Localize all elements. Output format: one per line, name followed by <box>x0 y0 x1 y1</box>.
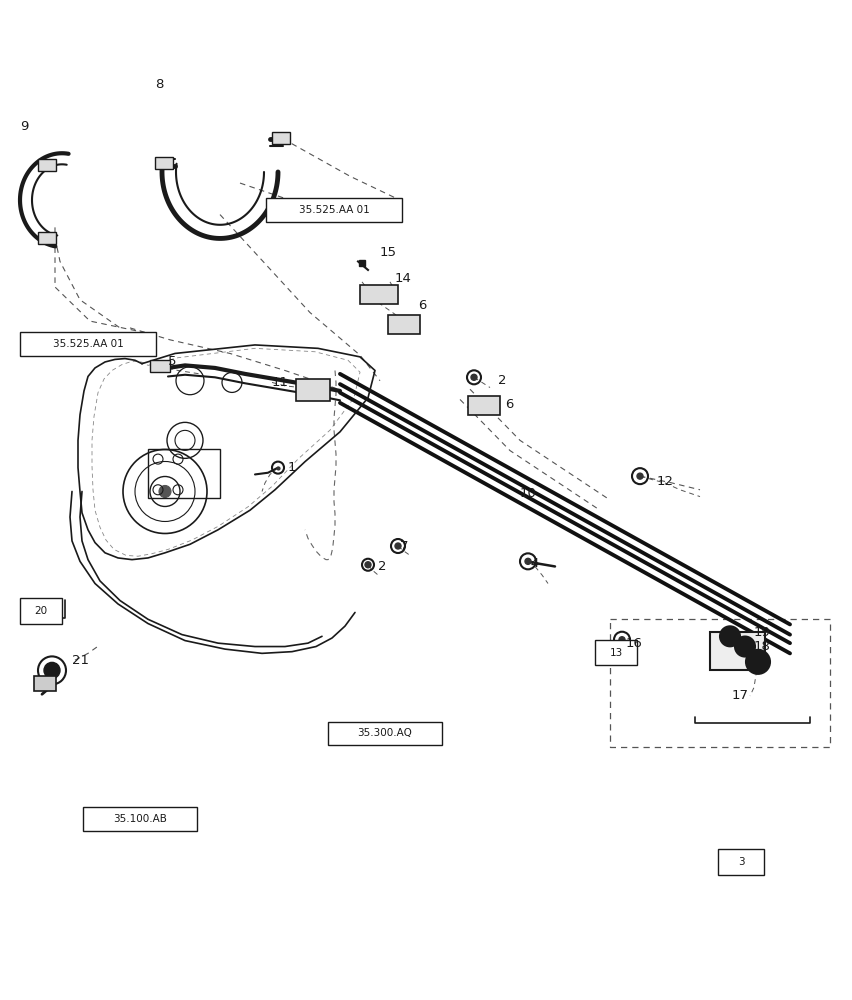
Circle shape <box>725 631 735 641</box>
Circle shape <box>525 558 531 564</box>
Circle shape <box>752 656 764 668</box>
Text: 2: 2 <box>498 374 506 387</box>
Bar <box>360 285 398 304</box>
Text: 19: 19 <box>754 626 771 639</box>
Text: 5: 5 <box>168 355 176 368</box>
Bar <box>272 132 290 144</box>
Text: 35.525.AA 01: 35.525.AA 01 <box>298 205 370 215</box>
Circle shape <box>159 485 171 497</box>
Bar <box>38 159 56 171</box>
Text: 16: 16 <box>626 637 643 650</box>
Text: 17: 17 <box>732 689 749 702</box>
Text: 4: 4 <box>530 557 538 570</box>
FancyBboxPatch shape <box>596 640 636 665</box>
FancyBboxPatch shape <box>718 849 763 875</box>
Text: 20: 20 <box>34 606 48 616</box>
Bar <box>150 360 170 372</box>
Bar <box>468 396 500 415</box>
Text: 1: 1 <box>288 461 296 474</box>
Circle shape <box>365 562 371 568</box>
Bar <box>148 449 220 498</box>
Bar <box>296 379 330 401</box>
Text: 6: 6 <box>418 299 426 312</box>
FancyBboxPatch shape <box>83 807 197 831</box>
Text: 35.300.AQ: 35.300.AQ <box>358 728 412 738</box>
Text: 8: 8 <box>155 78 164 91</box>
Text: 9: 9 <box>20 120 28 133</box>
FancyBboxPatch shape <box>20 332 156 356</box>
Text: 18: 18 <box>754 640 771 653</box>
Text: 13: 13 <box>609 648 623 658</box>
Circle shape <box>471 374 477 380</box>
Text: 10: 10 <box>520 487 537 500</box>
Text: 11: 11 <box>272 376 289 389</box>
Circle shape <box>720 626 740 646</box>
Text: 3: 3 <box>738 857 745 867</box>
Circle shape <box>637 473 643 479</box>
Circle shape <box>395 543 401 549</box>
Bar <box>38 232 56 244</box>
Circle shape <box>740 642 750 652</box>
Text: 35.100.AB: 35.100.AB <box>113 814 167 824</box>
Text: 6: 6 <box>505 398 514 411</box>
Bar <box>155 157 173 169</box>
Text: 15: 15 <box>380 246 397 259</box>
Text: 12: 12 <box>657 475 674 488</box>
Circle shape <box>735 637 755 657</box>
Text: 21: 21 <box>72 654 89 667</box>
Text: 14: 14 <box>395 272 412 285</box>
Bar <box>34 676 56 691</box>
Circle shape <box>746 650 770 674</box>
Text: 35.525.AA 01: 35.525.AA 01 <box>53 339 124 349</box>
Bar <box>388 315 420 334</box>
Bar <box>710 632 765 670</box>
FancyBboxPatch shape <box>20 598 61 624</box>
FancyBboxPatch shape <box>328 722 441 745</box>
FancyBboxPatch shape <box>267 198 401 222</box>
Circle shape <box>619 637 625 643</box>
Text: 2: 2 <box>378 560 387 573</box>
Circle shape <box>44 662 60 678</box>
Text: 7: 7 <box>400 540 408 553</box>
